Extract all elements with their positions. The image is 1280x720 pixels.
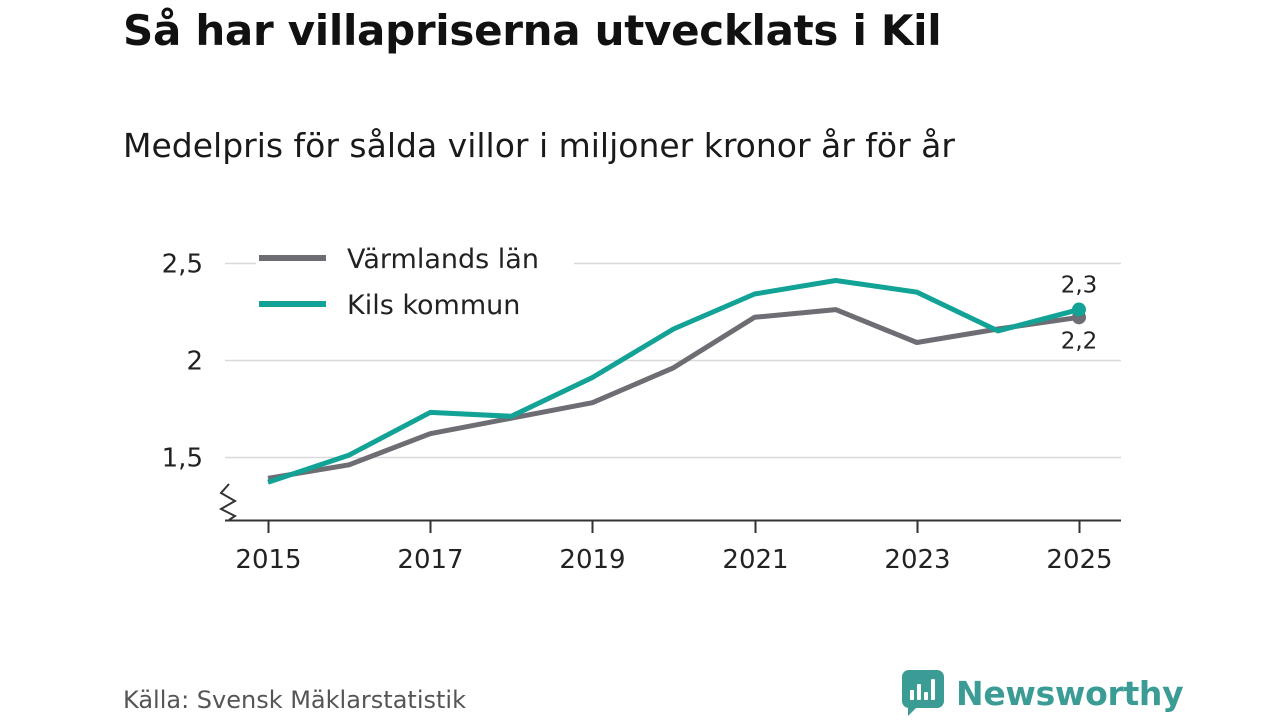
legend-label: Kils kommun (347, 290, 520, 321)
x-tick-label: 2025 (1046, 545, 1112, 575)
series-end-point (1072, 302, 1086, 317)
legend-label: Värmlands län (347, 244, 539, 275)
x-tick-label: 2023 (884, 545, 950, 575)
chart-subtitle: Medelpris för sålda villor i miljoner kr… (123, 126, 955, 165)
x-axis-ticks: 2015 2017 2019 2021 2023 2025 (235, 520, 1113, 575)
brand[interactable]: Newsworthy (902, 670, 1184, 716)
source-note: Källa: Svensk Mäklarstatistik (123, 686, 466, 714)
series-end-label: 2,3 (1061, 273, 1098, 299)
newsworthy-logo-icon (902, 670, 944, 716)
y-tick-label: 2,5 (162, 250, 203, 280)
series: 2,2 2,3 (267, 273, 1098, 485)
legend: Värmlands län Kils kommun (256, 244, 574, 321)
x-tick-label: 2017 (397, 545, 463, 575)
legend-background (256, 294, 574, 316)
axis-break-icon (218, 483, 238, 521)
y-tick-label: 1,5 (162, 444, 203, 474)
series-line-kils-kommun (267, 278, 1080, 485)
series-line-varmlands-lan (267, 307, 1080, 481)
y-tick-label: 2 (186, 347, 203, 377)
x-tick-label: 2021 (722, 545, 788, 575)
chart-title: Så har villapriserna utvecklats i Kil (123, 6, 942, 55)
x-tick-label: 2015 (235, 545, 301, 575)
series-end-label: 2,2 (1061, 328, 1098, 354)
x-axis (218, 483, 1121, 522)
legend-background (256, 248, 574, 270)
y-axis-ticks: 1,5 2 2,5 (162, 250, 203, 474)
x-tick-label: 2019 (559, 545, 625, 575)
brand-name: Newsworthy (956, 673, 1184, 713)
